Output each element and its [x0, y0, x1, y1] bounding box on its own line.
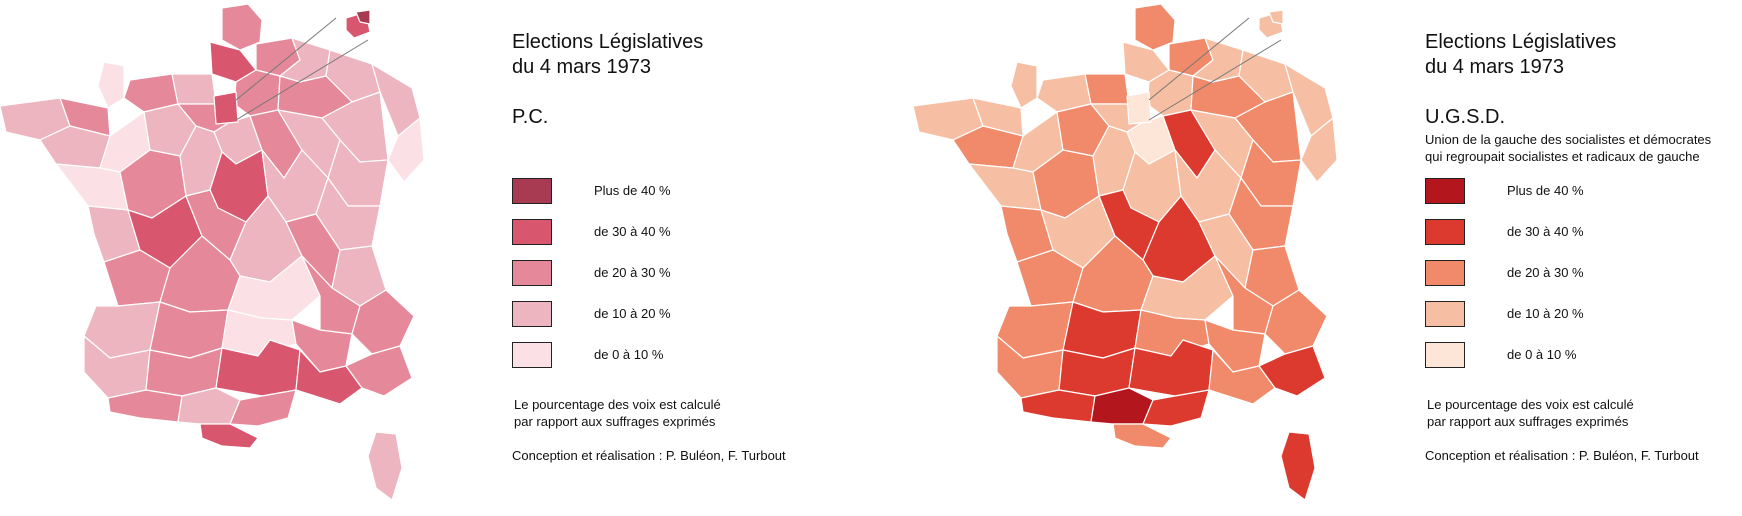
department — [55, 163, 129, 211]
legend-swatch — [1425, 219, 1465, 245]
legend-swatch — [1425, 342, 1465, 368]
legend-swatch — [512, 301, 552, 327]
map-title: Elections Législatives du 4 mars 1973 — [1425, 30, 1742, 80]
legend-label: de 20 à 30 % — [1507, 265, 1584, 280]
calculation-note: Le pourcentage des voix est calculé par … — [514, 396, 721, 430]
department — [1126, 91, 1152, 125]
legend-swatch — [1425, 260, 1465, 286]
department — [97, 61, 125, 109]
france-map-ugsd — [913, 3, 1338, 501]
department — [1112, 423, 1172, 449]
legend-swatch — [512, 219, 552, 245]
department — [1280, 431, 1316, 501]
legend-label: Plus de 40 % — [1507, 183, 1584, 198]
department — [1142, 389, 1210, 427]
legend-swatch — [1425, 301, 1465, 327]
legend-swatch — [1425, 178, 1465, 204]
inset-leader-line — [1148, 39, 1282, 121]
department — [1134, 3, 1176, 51]
department — [1084, 73, 1130, 105]
party-name: P.C. — [512, 106, 549, 128]
department — [1268, 9, 1284, 25]
legend-pc: Elections Législatives du 4 mars 1973 P.… — [512, 30, 842, 463]
party-description-line-2: qui regroupait socialistes et radicaux d… — [1425, 149, 1700, 164]
departments-ugsd — [913, 3, 1338, 501]
party-name: U.G.S.D. — [1425, 106, 1506, 128]
department — [345, 345, 413, 397]
department — [1300, 117, 1338, 183]
legend-label: de 10 à 20 % — [594, 306, 671, 321]
title-line-2: du 4 mars 1973 — [512, 56, 651, 78]
title-line-2: du 4 mars 1973 — [1425, 56, 1564, 78]
legend-label: Plus de 40 % — [594, 183, 671, 198]
department — [968, 163, 1042, 211]
department — [221, 3, 263, 51]
credit-text: Conception et réalisation : P. Buléon, F… — [1425, 448, 1699, 463]
department — [229, 389, 297, 427]
inset-leader-line — [235, 39, 369, 121]
department — [213, 91, 239, 125]
inset-leader-line — [1148, 17, 1250, 101]
note-line-1: Le pourcentage des voix est calculé — [1427, 397, 1634, 412]
legend-label: de 10 à 20 % — [1507, 306, 1584, 321]
legend-label: de 0 à 10 % — [594, 347, 664, 362]
credit-text: Conception et réalisation : P. Buléon, F… — [512, 448, 786, 463]
title-line-1: Elections Législatives — [512, 31, 704, 53]
legend-swatch — [512, 260, 552, 286]
department — [171, 73, 217, 105]
departments-pc — [0, 3, 425, 501]
department — [355, 9, 371, 25]
note-line-1: Le pourcentage des voix est calculé — [514, 397, 721, 412]
title-line-1: Elections Législatives — [1425, 31, 1617, 53]
legend-ugsd: Elections Législatives du 4 mars 1973 U.… — [1425, 30, 1742, 463]
department — [1258, 345, 1326, 397]
department — [387, 117, 425, 183]
department — [367, 431, 403, 501]
legend-label: de 30 à 40 % — [594, 224, 671, 239]
legend-label: de 0 à 10 % — [1507, 347, 1577, 362]
legend-swatch — [512, 178, 552, 204]
department — [1010, 61, 1038, 109]
map-panel-ugsd: Elections Législatives du 4 mars 1973 U.… — [913, 0, 1742, 516]
legend-label: de 30 à 40 % — [1507, 224, 1584, 239]
party-description: Union de la gauche des socialistes et dé… — [1425, 131, 1742, 165]
note-line-2: par rapport aux suffrages exprimés — [514, 414, 716, 429]
calculation-note: Le pourcentage des voix est calculé par … — [1427, 396, 1634, 430]
note-line-2: par rapport aux suffrages exprimés — [1427, 414, 1629, 429]
legend-label: de 20 à 30 % — [594, 265, 671, 280]
inset-leader-line — [235, 17, 337, 101]
department — [199, 423, 259, 449]
france-map-pc — [0, 3, 425, 501]
party-description-line-1: Union de la gauche des socialistes et dé… — [1425, 132, 1712, 147]
map-panel-pc: Elections Législatives du 4 mars 1973 P.… — [0, 0, 870, 516]
legend-swatch — [512, 342, 552, 368]
map-title: Elections Législatives du 4 mars 1973 — [512, 30, 842, 80]
